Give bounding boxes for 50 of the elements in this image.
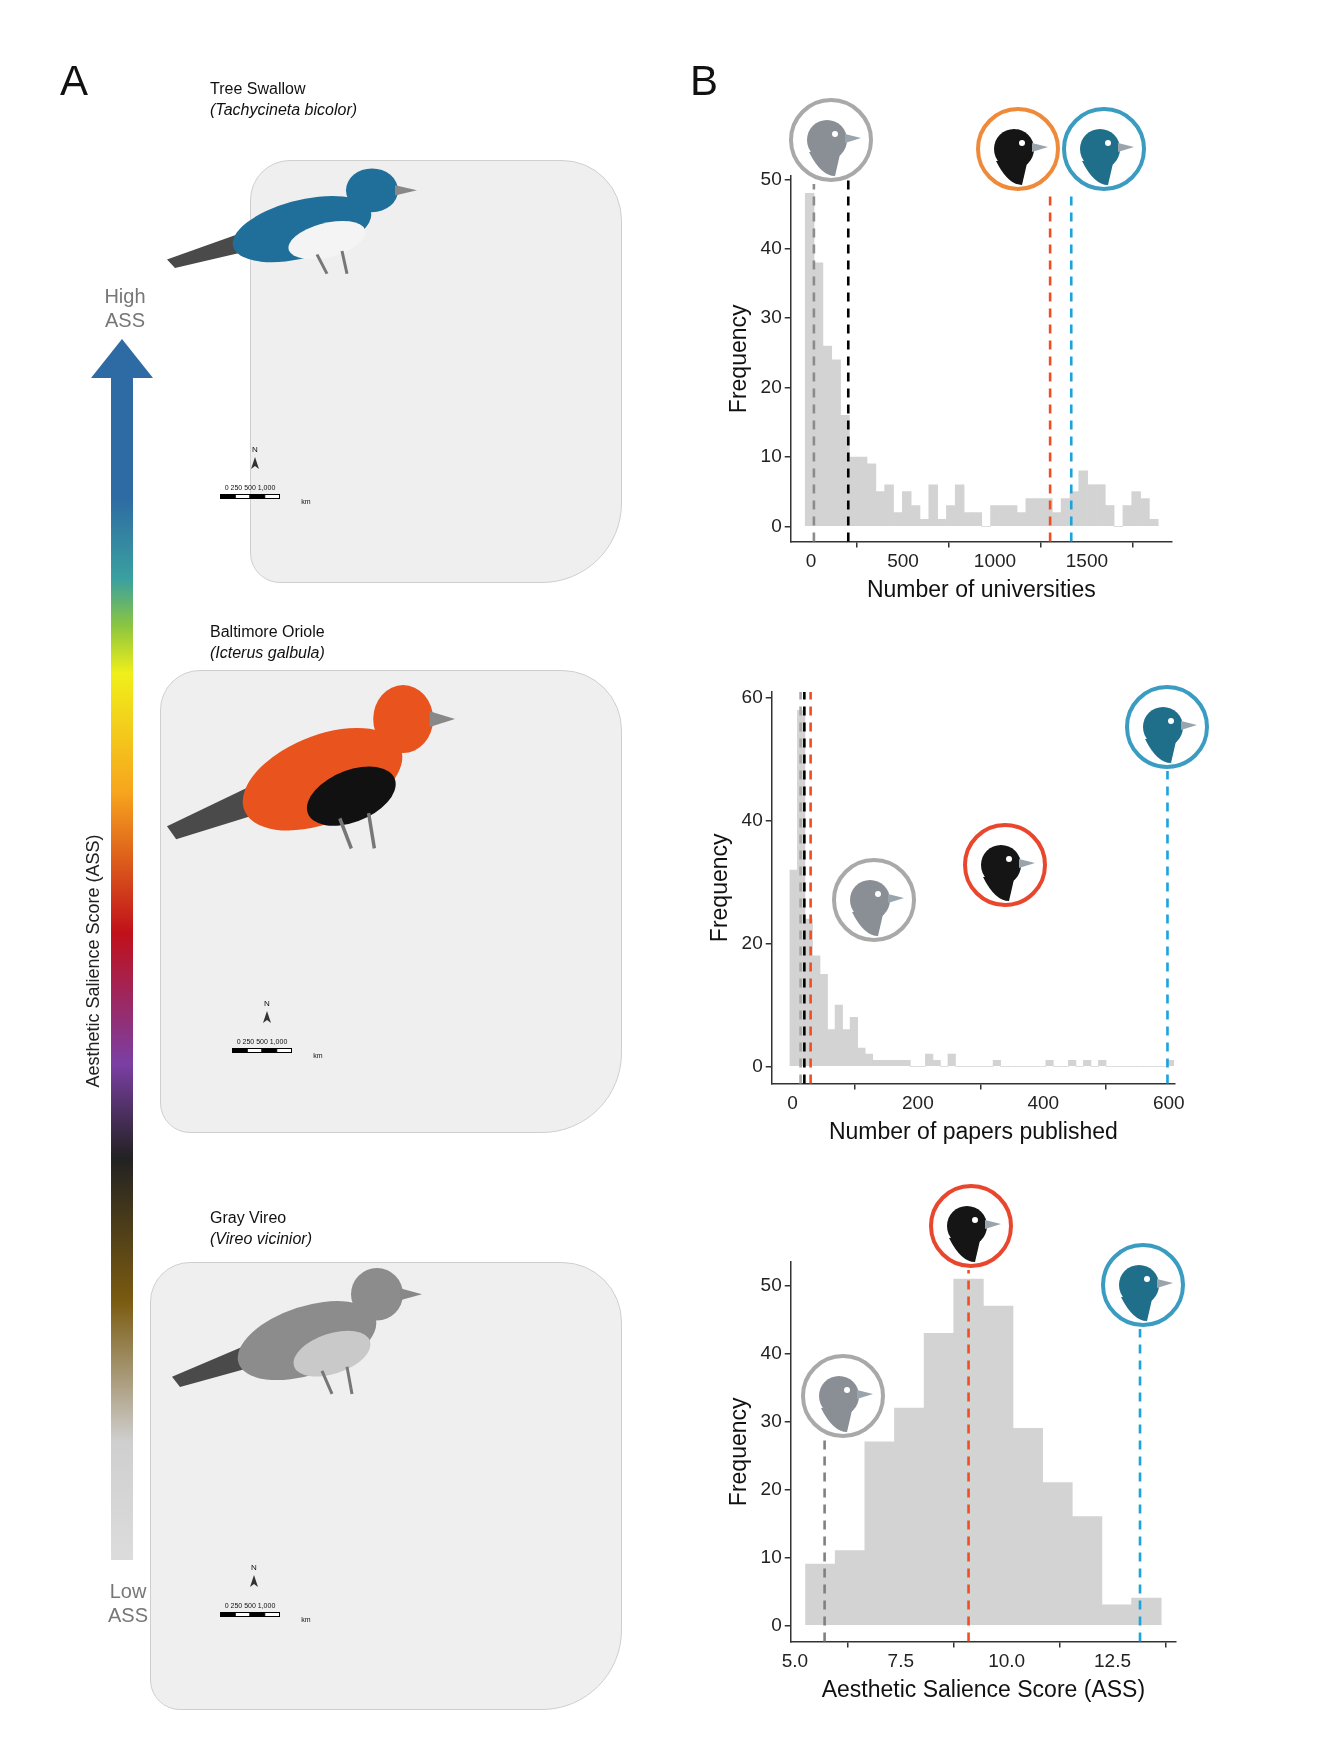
x-tick-label: 1000 [973, 550, 1017, 572]
x-tick-label: 5.0 [781, 1650, 809, 1672]
y-tick-label: 0 [771, 1613, 782, 1635]
y-axis-title: Frequency [725, 1396, 752, 1507]
x-tick-label: 500 [887, 550, 919, 572]
x-tick-label: 200 [902, 1092, 934, 1114]
y-tick-label: 50 [760, 1274, 782, 1295]
y-tick-label: 30 [760, 306, 782, 328]
y-axis-title: Frequency [706, 832, 733, 943]
text: N [252, 445, 258, 455]
y-tick-label: 0 [752, 1054, 763, 1076]
text: ASS [107, 1604, 149, 1626]
y-tick-label: 10 [760, 1545, 782, 1567]
y-tick-label: 20 [760, 375, 782, 397]
x-tick-label: 400 [1027, 1092, 1060, 1114]
x-tick-label: 600 [1152, 1092, 1185, 1114]
text: ASS [104, 309, 146, 331]
y-tick-label: 0 [771, 514, 782, 536]
y-tick-label: 50 [760, 167, 782, 189]
text: Gray Vireo [210, 1209, 287, 1227]
text: Tree Swallow [210, 80, 306, 98]
text: (Icterus galbula) [210, 644, 325, 662]
y-tick-label: 20 [741, 931, 763, 953]
x-tick-label: 7.5 [887, 1650, 915, 1672]
y-tick-label: 40 [760, 1341, 782, 1363]
text: Aesthetic Salience Score (ASS) [83, 834, 104, 1088]
y-tick-label: 40 [760, 237, 782, 259]
y-tick-label: 30 [760, 1409, 782, 1431]
text: Low [109, 1580, 147, 1602]
text: (Tachycineta bicolor) [210, 101, 358, 119]
text: Baltimore Oriole [210, 623, 325, 641]
y-axis-title: Frequency [725, 303, 752, 414]
text: N [264, 999, 270, 1009]
y-tick-label: 20 [760, 1477, 782, 1499]
x-tick-label: 10.0 [988, 1650, 1026, 1672]
y-tick-label: 40 [741, 809, 763, 831]
x-axis-title: Number of universities [866, 575, 1096, 602]
text: B [690, 57, 719, 105]
x-axis-title: Number of papers published [828, 1117, 1118, 1144]
text: (Vireo vicinior) [210, 1230, 312, 1248]
text: High [104, 285, 146, 307]
x-tick-label: 1500 [1065, 550, 1109, 572]
text: N [251, 1563, 257, 1573]
x-tick-label: 0 [805, 550, 817, 572]
x-axis-title: Aesthetic Salience Score (ASS) [821, 1675, 1146, 1702]
text: A [60, 57, 89, 105]
y-tick-label: 10 [760, 445, 782, 467]
y-tick-label: 60 [741, 686, 763, 708]
x-tick-label: 0 [787, 1092, 798, 1114]
x-tick-label: 12.5 [1094, 1650, 1131, 1672]
